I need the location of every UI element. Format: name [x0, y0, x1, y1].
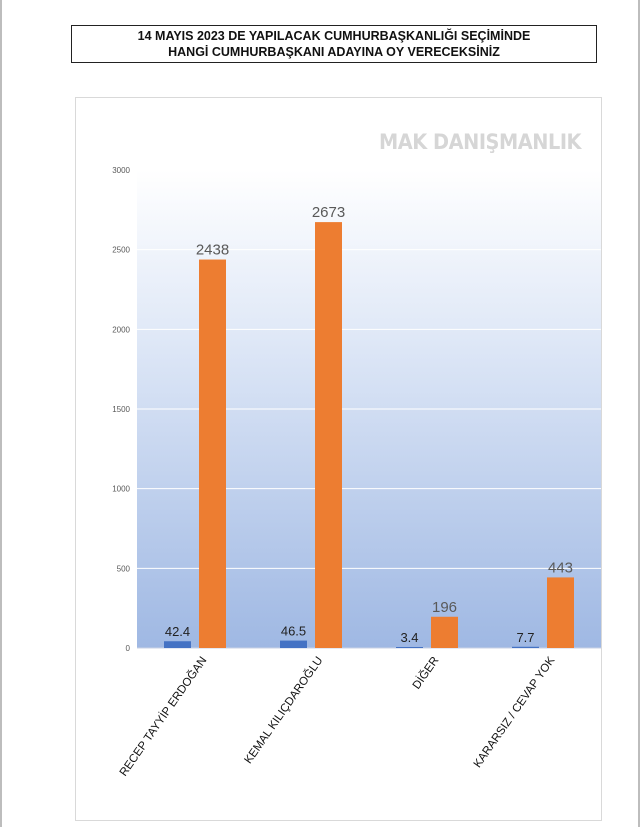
bar — [280, 640, 307, 648]
bar — [547, 577, 574, 648]
page-edge-left — [0, 0, 2, 827]
chart-title-line-2: HANGİ CUMHURBAŞKANI ADAYINA OY VERECEKSİ… — [168, 45, 500, 59]
y-tick-label: 2500 — [112, 246, 130, 255]
data-label: 196 — [432, 599, 457, 616]
y-tick-label: 1500 — [112, 405, 130, 414]
data-label: 46.5 — [281, 624, 306, 639]
bar — [512, 646, 539, 648]
category-label: KEMAL KILIÇDAROĞLU — [242, 654, 326, 766]
page-edge-right — [638, 0, 640, 827]
y-tick-label: 3000 — [112, 166, 130, 175]
y-tick-label: 2000 — [112, 325, 130, 334]
y-tick-label: 0 — [126, 644, 131, 653]
data-label: 443 — [548, 559, 573, 576]
bar — [396, 647, 423, 648]
data-label: 2438 — [196, 242, 229, 259]
y-tick-label: 500 — [117, 564, 131, 573]
watermark-text: MAK DANIŞMANLIK — [379, 130, 582, 154]
bar — [431, 616, 458, 648]
y-tick-label: 1000 — [112, 485, 130, 494]
chart-title-line-1: 14 MAYIS 2023 DE YAPILACAK CUMHURBAŞKANL… — [137, 29, 531, 43]
data-label: 2673 — [312, 204, 345, 221]
bar — [199, 259, 226, 648]
data-label: 42.4 — [165, 624, 190, 639]
category-label: RECEP TAYYİP ERDOĞAN — [117, 654, 210, 778]
bar — [164, 641, 191, 648]
category-label: KARARSIZ / CEVAP YOK — [472, 655, 558, 771]
category-label: DİĞER — [410, 654, 442, 691]
bar — [315, 222, 342, 649]
data-label: 3.4 — [400, 630, 418, 645]
chart-title-box: 14 MAYIS 2023 DE YAPILACAK CUMHURBAŞKANL… — [71, 25, 597, 63]
data-label: 7.7 — [516, 630, 534, 645]
